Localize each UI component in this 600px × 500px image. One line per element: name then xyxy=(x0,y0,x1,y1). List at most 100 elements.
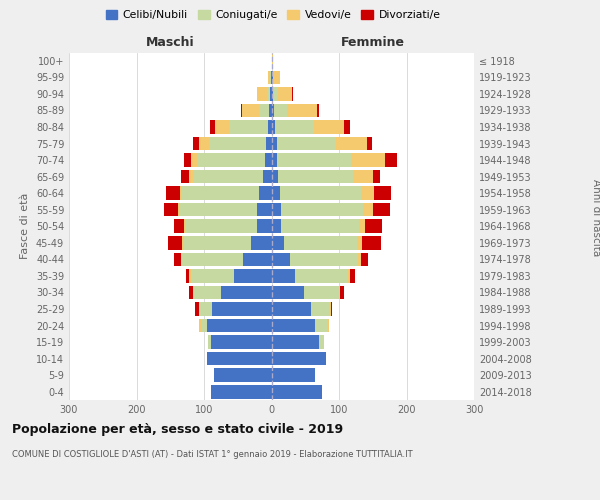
Bar xyxy=(191,269,235,282)
Bar xyxy=(194,286,221,299)
Text: Femmine: Femmine xyxy=(341,36,405,49)
Bar xyxy=(221,286,271,299)
Bar xyxy=(275,120,314,134)
Bar xyxy=(209,136,266,150)
Bar xyxy=(271,154,277,167)
Bar xyxy=(186,220,257,233)
Bar xyxy=(271,385,322,398)
Bar xyxy=(215,120,229,134)
Bar xyxy=(178,203,179,216)
Bar xyxy=(184,220,186,233)
Bar xyxy=(271,368,316,382)
Bar xyxy=(292,87,293,101)
Bar xyxy=(273,87,278,101)
Bar xyxy=(340,286,344,299)
Bar xyxy=(268,70,270,84)
Bar xyxy=(181,170,189,183)
Bar xyxy=(251,236,271,250)
Bar xyxy=(271,269,295,282)
Bar xyxy=(189,170,193,183)
Bar xyxy=(364,203,373,216)
Bar xyxy=(193,136,199,150)
Bar xyxy=(274,104,287,117)
Bar xyxy=(362,236,381,250)
Bar xyxy=(351,154,385,167)
Bar xyxy=(193,170,263,183)
Bar xyxy=(271,54,273,68)
Bar xyxy=(167,236,182,250)
Bar xyxy=(317,104,319,117)
Bar xyxy=(284,236,356,250)
Bar xyxy=(263,170,271,183)
Bar xyxy=(271,170,278,183)
Bar xyxy=(374,186,391,200)
Bar xyxy=(271,104,274,117)
Bar xyxy=(295,269,348,282)
Bar xyxy=(278,87,292,101)
Bar xyxy=(197,154,265,167)
Bar xyxy=(175,220,184,233)
Bar xyxy=(199,319,200,332)
Bar xyxy=(280,186,361,200)
Bar xyxy=(271,252,290,266)
Bar xyxy=(271,70,273,84)
Bar xyxy=(271,220,281,233)
Bar xyxy=(271,120,275,134)
Bar xyxy=(235,269,271,282)
Bar xyxy=(200,319,208,332)
Bar xyxy=(243,252,271,266)
Bar xyxy=(211,336,271,349)
Bar xyxy=(344,120,350,134)
Bar xyxy=(271,136,277,150)
Bar xyxy=(350,269,355,282)
Bar xyxy=(373,203,389,216)
Bar xyxy=(164,203,178,216)
Bar xyxy=(304,286,339,299)
Bar xyxy=(367,136,372,150)
Bar xyxy=(287,104,317,117)
Bar xyxy=(182,186,259,200)
Bar xyxy=(319,336,324,349)
Bar xyxy=(271,319,316,332)
Bar xyxy=(184,236,251,250)
Bar xyxy=(271,186,280,200)
Bar xyxy=(359,220,365,233)
Bar xyxy=(267,87,270,101)
Bar xyxy=(361,186,374,200)
Bar xyxy=(265,154,271,167)
Bar xyxy=(271,203,281,216)
Bar xyxy=(311,302,329,316)
Bar xyxy=(259,186,271,200)
Bar xyxy=(274,70,280,84)
Text: COMUNE DI COSTIGLIOLE D'ASTI (AT) - Dati ISTAT 1° gennaio 2019 - Elaborazione TU: COMUNE DI COSTIGLIOLE D'ASTI (AT) - Dati… xyxy=(12,450,413,459)
Bar xyxy=(328,319,329,332)
Bar xyxy=(358,252,361,266)
Bar xyxy=(189,286,193,299)
Bar xyxy=(281,220,359,233)
Bar xyxy=(208,352,271,366)
Bar xyxy=(277,154,351,167)
Bar xyxy=(259,104,269,117)
Bar xyxy=(316,319,328,332)
Bar xyxy=(270,87,271,101)
Bar xyxy=(268,120,271,134)
Bar xyxy=(273,70,274,84)
Bar xyxy=(331,302,332,316)
Bar xyxy=(175,252,181,266)
Bar xyxy=(348,269,350,282)
Bar xyxy=(278,170,353,183)
Bar xyxy=(314,120,344,134)
Bar xyxy=(257,203,271,216)
Text: Maschi: Maschi xyxy=(146,36,194,49)
Bar xyxy=(195,302,199,316)
Bar xyxy=(271,236,284,250)
Bar xyxy=(356,236,362,250)
Bar xyxy=(184,154,191,167)
Bar xyxy=(271,336,319,349)
Bar xyxy=(361,252,368,266)
Bar xyxy=(180,186,182,200)
Bar xyxy=(269,104,271,117)
Bar xyxy=(193,286,194,299)
Bar xyxy=(290,252,358,266)
Bar xyxy=(271,286,304,299)
